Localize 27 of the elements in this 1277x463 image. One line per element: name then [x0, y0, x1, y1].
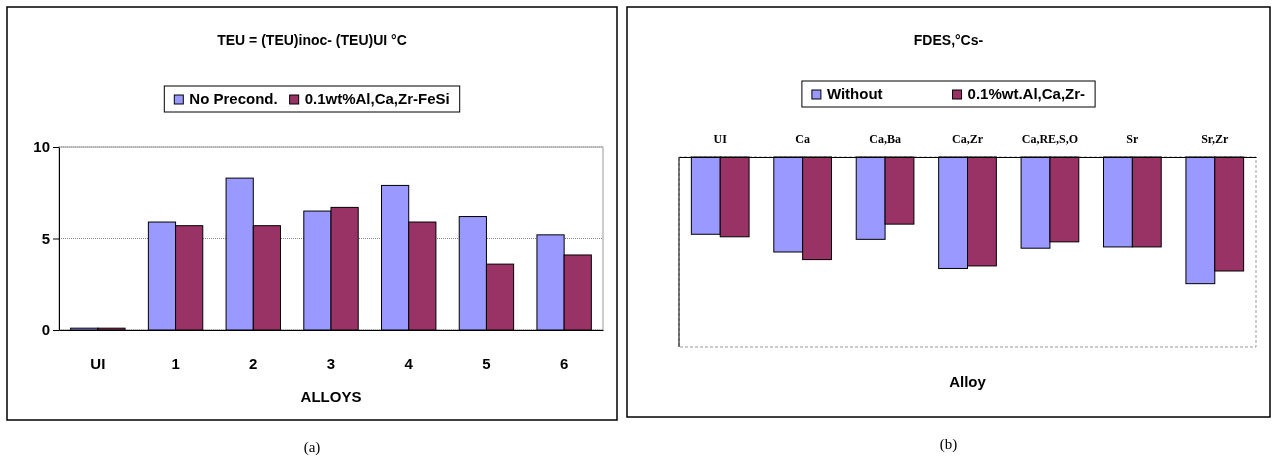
- x-tick-label: 2: [249, 354, 258, 372]
- x-tick-label: UI: [90, 354, 106, 372]
- x-axis-title: Alloy: [949, 373, 987, 390]
- x-tick-label: Ca: [795, 132, 810, 146]
- text: (a): [303, 439, 321, 456]
- x-axis-title: ALLOYS: [300, 388, 362, 405]
- chart-title: FDES,°Cs-: [913, 32, 984, 48]
- x-tick-label: 6: [559, 354, 569, 372]
- x-tick-label: Sr: [1126, 132, 1140, 146]
- chart-title: TEU = (TEU)inoc- (TEU)UI °C: [217, 32, 407, 48]
- legend-label: No Precond.: [189, 90, 278, 107]
- legend-label: Without: [826, 85, 883, 102]
- x-tick-label: Sr,Zr: [1201, 132, 1230, 146]
- x-tick-label: Ca,Ba: [869, 132, 901, 146]
- x-tick-label: 3: [326, 354, 336, 372]
- legend-label: 0.1%wt.Al,Ca,Zr-: [967, 85, 1086, 102]
- y-tick-label: 10: [33, 138, 50, 156]
- x-tick-label: UI: [713, 132, 728, 146]
- y-tick-label: 5: [41, 229, 50, 247]
- x-tick-label: Ca,RE,S,O: [1021, 132, 1079, 146]
- y-tick-label: 0: [41, 321, 50, 339]
- x-tick-label: 5: [482, 354, 491, 372]
- text: (b): [939, 436, 958, 453]
- x-tick-label: 4: [404, 354, 414, 372]
- x-tick-label: Ca,Zr: [952, 132, 984, 146]
- legend-label: 0.1wt%Al,Ca,Zr-FeSi: [304, 90, 450, 107]
- x-tick-label: 1: [171, 354, 180, 372]
